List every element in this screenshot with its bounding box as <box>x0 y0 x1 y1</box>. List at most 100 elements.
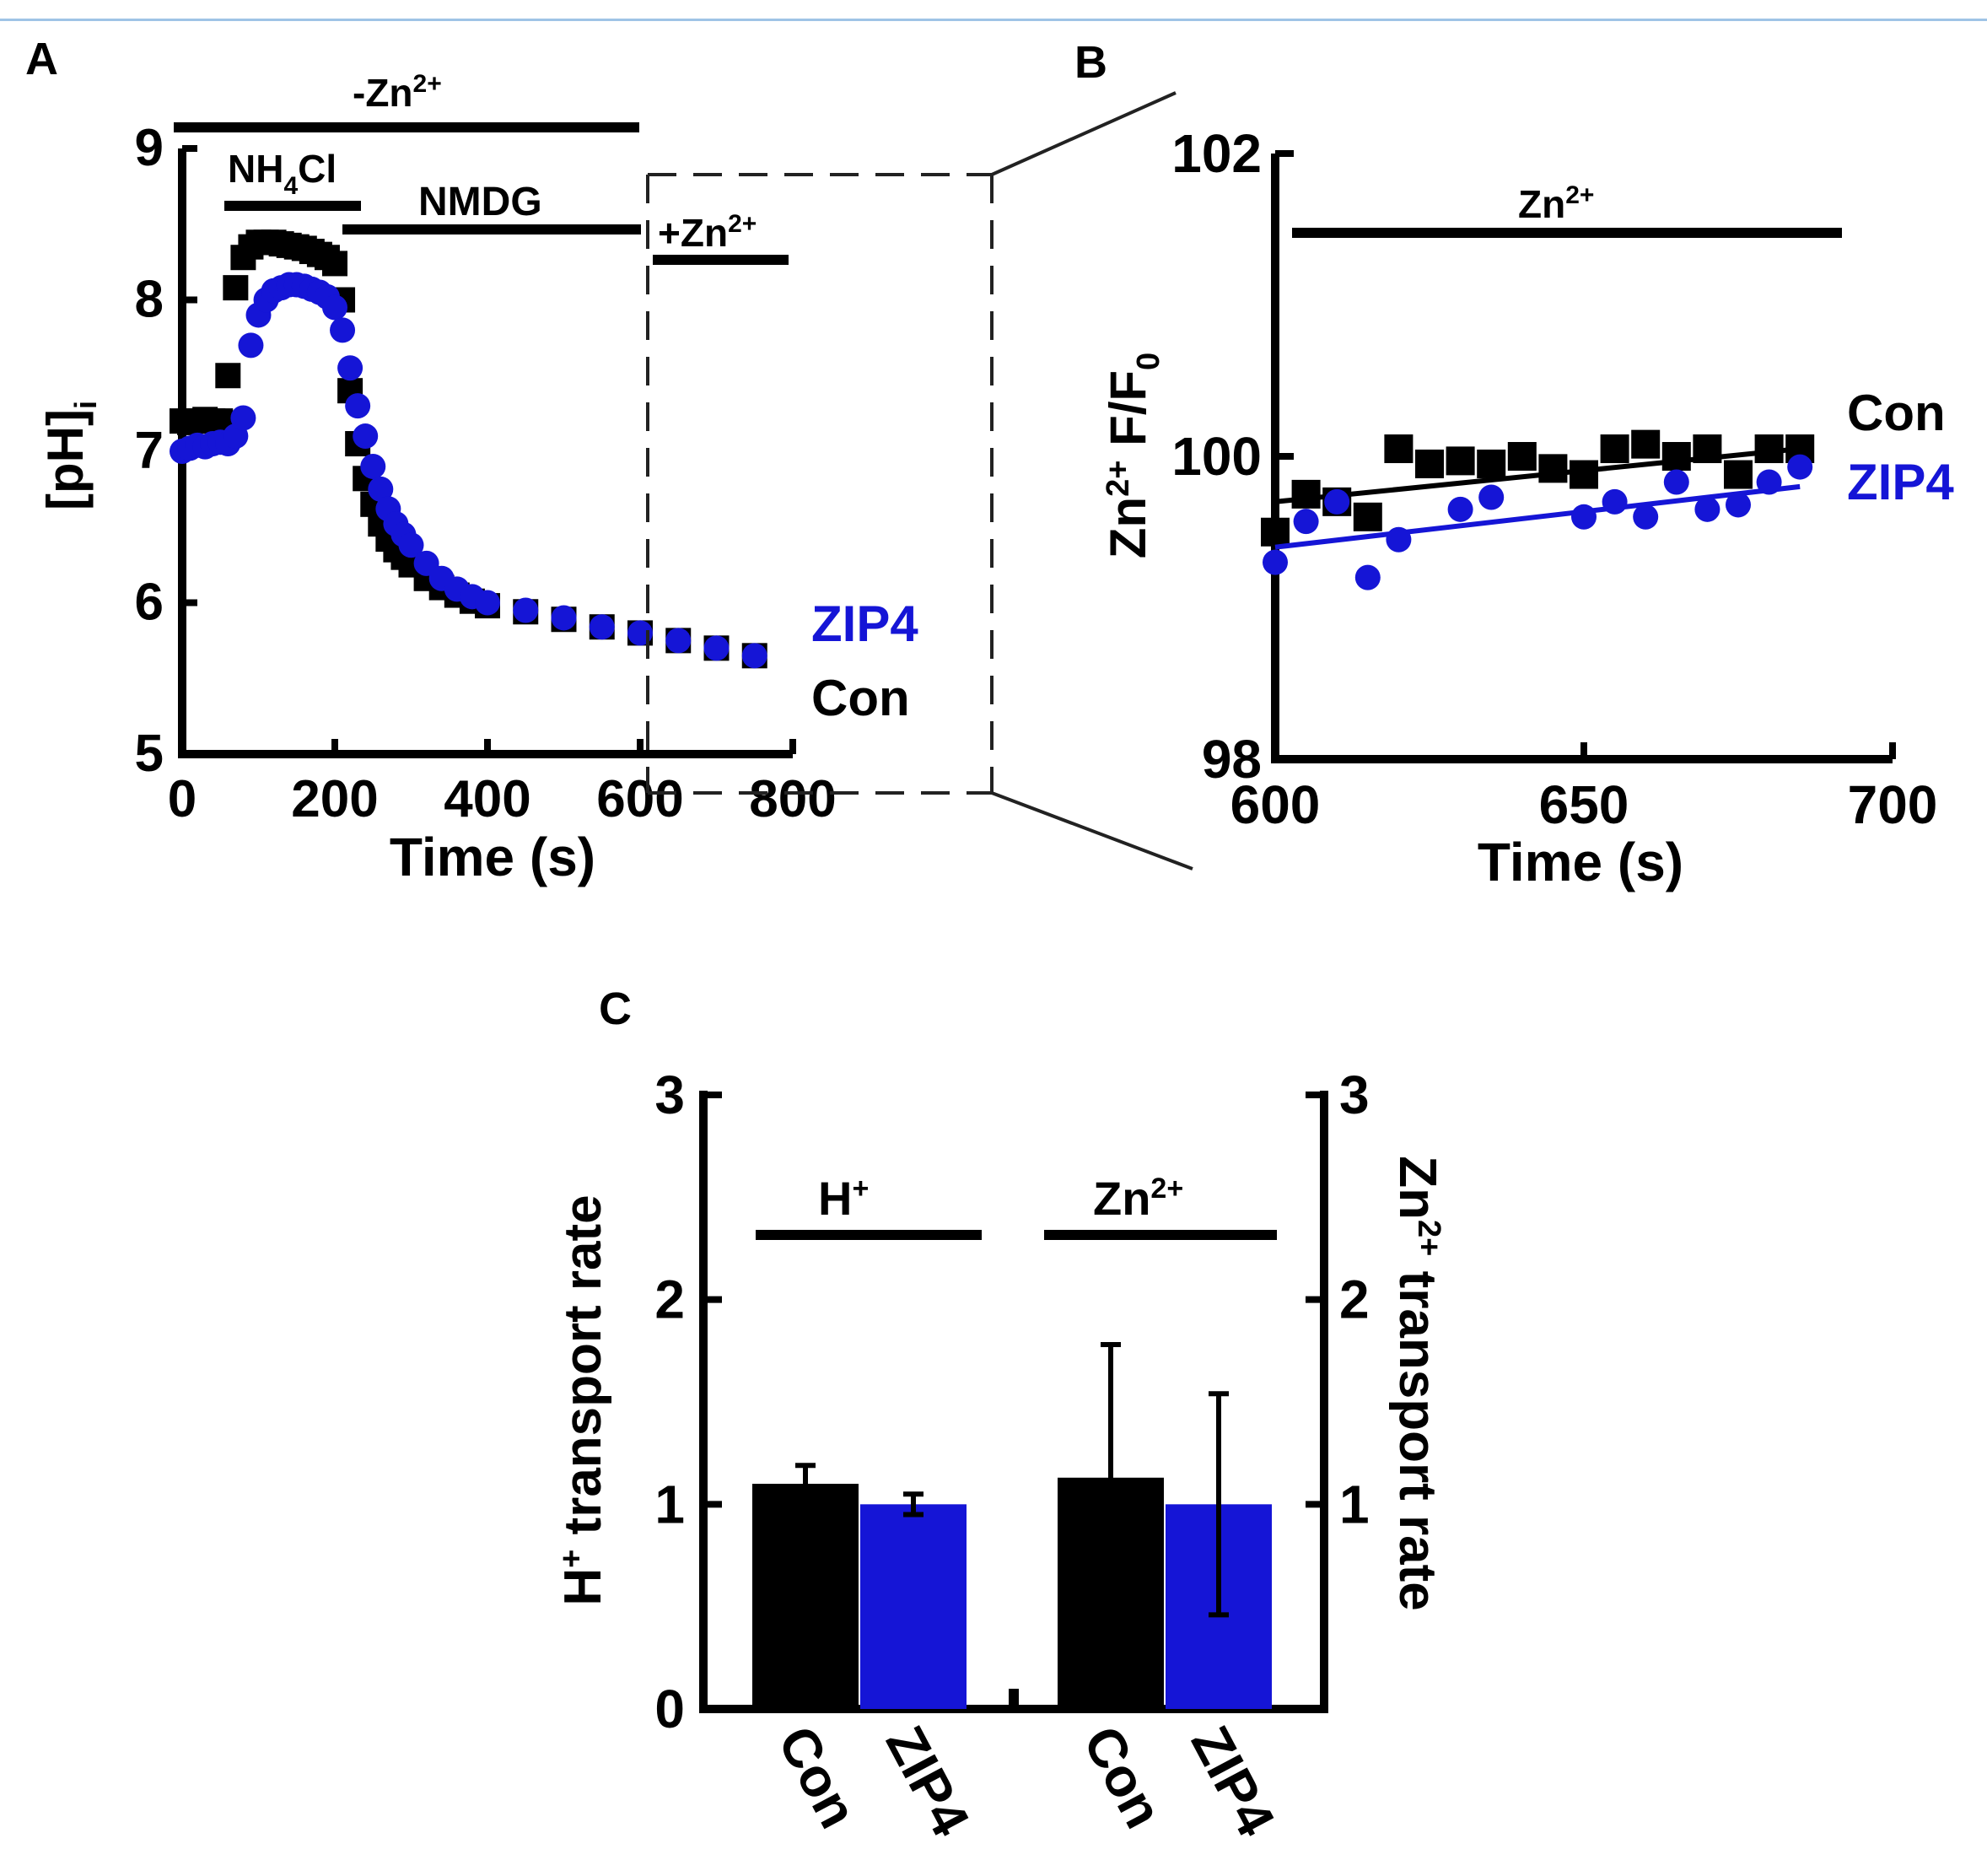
a-con-point <box>322 251 347 277</box>
a-zip4-point <box>238 332 264 358</box>
b-con-point <box>1661 442 1691 471</box>
a-zip4-point <box>337 355 363 381</box>
panel-c: C H+ Zn2+ 0 1 1 2 2 3 3 H+ transport rate Zn2+ t… <box>554 984 1446 1846</box>
b-con-point <box>1384 434 1414 464</box>
a-zip4-point <box>398 532 424 558</box>
a-x-tick-label: 600 <box>596 770 683 828</box>
minus-zn-label: -Zn2+ <box>353 70 442 115</box>
plus-zn-label: +Zn2+ <box>658 210 757 255</box>
b-x-tick-label: 600 <box>1230 774 1321 835</box>
b-y-tick-label: 100 <box>1171 426 1262 487</box>
c-left-tick-label: 1 <box>654 1474 685 1534</box>
b-zip4-point <box>1602 488 1628 515</box>
panel-a: A -Zn2+ NH4Cl NMDG +Zn2+ 5 6 7 8 9 0 200 400 600… <box>25 34 1193 887</box>
panel-b-data <box>1261 429 1815 590</box>
b-con-point <box>1538 454 1568 483</box>
b-x-axis-label: Time (s) <box>1478 832 1683 892</box>
c-right-axis-label: Zn2+ transport rate <box>1388 1156 1446 1610</box>
c-left-tick-label: 2 <box>654 1270 685 1330</box>
a-zip4-point <box>551 605 577 631</box>
a-zip4-point <box>353 423 379 450</box>
b-con-point <box>1477 449 1506 478</box>
a-zip4-point <box>322 294 347 321</box>
b-zip4-point <box>1386 526 1412 553</box>
a-zip4-point <box>345 393 371 419</box>
zoom-connector-bottom <box>991 791 1193 871</box>
b-con-point <box>1415 449 1444 478</box>
b-con-point <box>1446 446 1475 476</box>
a-zip4-point <box>741 643 767 669</box>
c-category-label: ZIP4 <box>875 1717 982 1846</box>
b-zip4-point <box>1787 454 1813 480</box>
panel-c-axes: 0 1 1 2 2 3 3 H+ transport rate Zn2+ transport r… <box>554 1065 1446 1739</box>
b-y-tick-label: 98 <box>1202 729 1262 790</box>
legend-a-con: Con <box>811 670 910 726</box>
panel-b-axes: 98 100 102 600 650 700 Time (s) Zn2+ F/F0 <box>1100 123 1937 892</box>
panel-a-axes: 5 6 7 8 9 0 200 400 600 800 Time (s) [pH]i <box>37 119 837 887</box>
b-zip4-point <box>1293 509 1319 535</box>
b-zip4-point <box>1756 469 1782 495</box>
c-category-label: Con <box>1072 1717 1175 1838</box>
nmdg-label: NMDG <box>418 180 542 224</box>
c-zip4-bar <box>860 1504 967 1709</box>
a-y-tick-label: 5 <box>135 725 164 783</box>
nh4cl-label: NH4Cl <box>228 147 337 200</box>
a-zip4-point <box>665 628 692 654</box>
b-zip4-point <box>1478 484 1505 510</box>
a-x-tick-label: 200 <box>291 770 378 828</box>
zoom-connector-top <box>991 91 1177 176</box>
legend-b-con: Con <box>1847 385 1946 441</box>
a-x-tick-label: 0 <box>168 770 197 828</box>
a-zip4-point <box>330 317 356 343</box>
a-zip4-point <box>368 476 394 502</box>
b-x-tick-label: 700 <box>1848 774 1938 835</box>
b-zip4-point <box>1447 496 1473 522</box>
c-right-tick-label: 1 <box>1339 1474 1370 1534</box>
c-left-tick-label: 3 <box>654 1065 685 1125</box>
b-con-point <box>1754 434 1784 464</box>
a-zip4-point <box>230 405 256 431</box>
b-zip4-point <box>1354 564 1381 590</box>
c-right-tick-label: 3 <box>1339 1065 1370 1125</box>
panel-b: B Zn2+ 98 100 102 600 650 700 Time (s) Zn2+ F/F… <box>1074 37 1954 892</box>
panel-a-letter: A <box>25 34 58 84</box>
c-right-tick-label: 2 <box>1339 1270 1370 1330</box>
a-con-point <box>223 275 249 301</box>
b-con-point <box>1693 434 1722 464</box>
b-con-point <box>1570 460 1598 489</box>
a-y-tick-label: 8 <box>135 271 164 329</box>
a-zip4-point <box>513 597 539 623</box>
a-con-point <box>215 363 241 389</box>
b-zip4-point <box>1324 488 1350 515</box>
c-left-axis-label: H+ transport rate <box>554 1194 612 1605</box>
a-y-axis-label: [pH]i <box>37 401 103 510</box>
c-category-label: Con <box>767 1717 870 1838</box>
a-y-tick-label: 9 <box>135 119 164 177</box>
b-zip4-point <box>1663 469 1689 495</box>
b-zip4-point <box>1633 504 1659 530</box>
a-x-axis-label: Time (s) <box>390 827 595 887</box>
b-con-point <box>1291 479 1321 509</box>
b-con-point <box>1353 502 1382 531</box>
legend-a-zip4: ZIP4 <box>811 596 918 652</box>
panel-b-letter: B <box>1074 37 1107 88</box>
panel-c-letter: C <box>599 984 632 1034</box>
b-zip4-point <box>1726 492 1751 518</box>
b-con-point <box>1631 429 1661 459</box>
b-zip4-point <box>1571 504 1597 530</box>
a-x-tick-label: 800 <box>749 770 836 828</box>
b-con-point <box>1261 517 1290 547</box>
a-zip4-point <box>589 614 615 640</box>
axis-break-mark <box>1009 1689 1019 1707</box>
top-border-rule <box>0 19 1987 21</box>
b-zip4-point <box>1694 496 1720 522</box>
b-zip4-point <box>1263 549 1288 575</box>
a-zip4-point <box>360 453 386 479</box>
panel-c-data: Con ZIP4 Con ZIP4 <box>752 1342 1287 1846</box>
b-x-tick-label: 650 <box>1539 774 1629 835</box>
b-con-point <box>1600 434 1629 464</box>
zn-bar-c-label: Zn2+ <box>1093 1172 1183 1225</box>
b-con-point <box>1507 442 1537 471</box>
c-category-label: ZIP4 <box>1180 1717 1287 1846</box>
